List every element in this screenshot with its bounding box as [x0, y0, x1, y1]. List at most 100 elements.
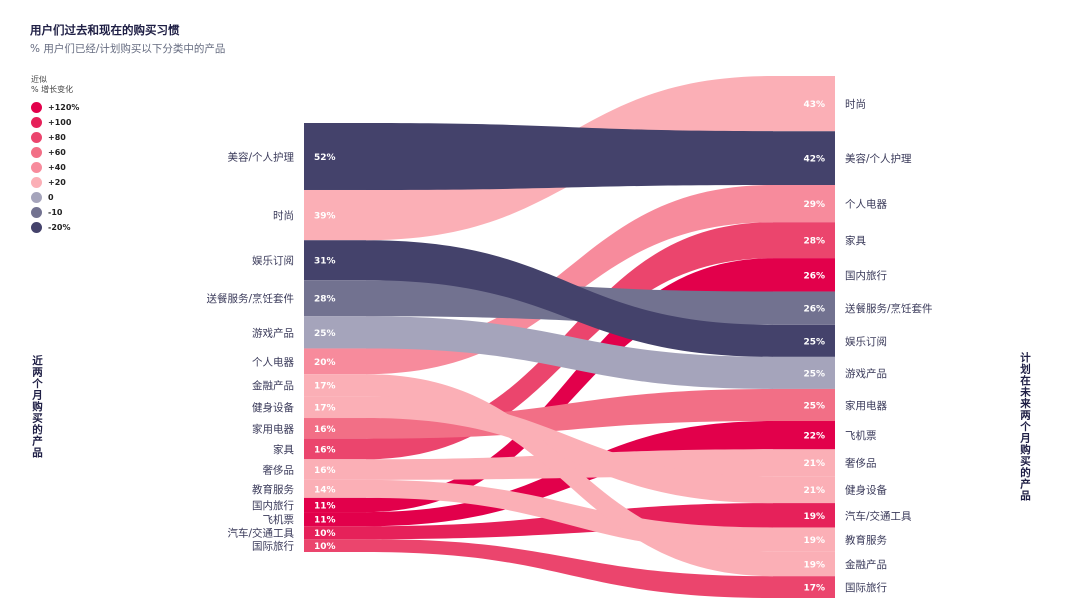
right-value-label: 19%	[803, 561, 825, 571]
legend-swatch	[31, 147, 42, 158]
right-axis-label: 计划在未来两个月购买的产品	[1019, 352, 1031, 502]
right-category-label: 送餐服务/烹饪套件	[845, 302, 933, 315]
legend-item: -10	[31, 205, 79, 220]
left-value-label: 28%	[314, 295, 336, 305]
left-category-label: 国内旅行	[252, 499, 294, 512]
right-value-label: 26%	[803, 305, 825, 315]
legend-label: 0	[48, 193, 54, 202]
left-category-label: 家用电器	[252, 422, 294, 435]
flow-band	[366, 396, 773, 504]
legend-swatch	[31, 117, 42, 128]
right-category-label: 娱乐订阅	[845, 335, 887, 348]
left-category-label: 飞机票	[263, 513, 295, 526]
left-value-label: 25%	[314, 329, 336, 339]
left-value-label: 31%	[314, 257, 336, 267]
right-category-label: 游戏产品	[845, 367, 887, 380]
right-node	[773, 576, 835, 598]
right-category-label: 美容/个人护理	[845, 152, 912, 165]
left-node	[304, 123, 366, 190]
legend-label: +20	[48, 178, 66, 187]
left-value-label: 11%	[314, 501, 336, 511]
left-category-label: 游戏产品	[252, 326, 294, 339]
left-value-label: 20%	[314, 358, 336, 368]
flow-band	[366, 258, 773, 513]
left-category-label: 家具	[273, 443, 294, 456]
left-category-label: 国际旅行	[252, 540, 294, 553]
legend-swatch	[31, 207, 42, 218]
right-value-label: 19%	[803, 536, 825, 546]
right-category-label: 家用电器	[845, 399, 887, 412]
flow-band	[366, 240, 773, 357]
legend-label: -20%	[48, 223, 71, 232]
left-value-label: 39%	[314, 212, 336, 222]
legend-label: +120%	[48, 103, 80, 112]
legend-item: 0	[31, 190, 79, 205]
right-category-label: 健身设备	[845, 484, 887, 497]
right-category-label: 教育服务	[845, 534, 887, 547]
flow-bands	[366, 76, 773, 598]
flow-band	[366, 316, 773, 389]
left-node	[304, 240, 366, 281]
chart-title: 用户们过去和现在的购买习惯	[30, 23, 180, 37]
right-value-label: 19%	[803, 512, 825, 522]
left-node	[304, 316, 366, 349]
left-node	[304, 348, 366, 375]
left-category-label: 时尚	[273, 209, 294, 222]
right-category-label: 国内旅行	[845, 269, 887, 282]
right-value-label: 17%	[803, 584, 825, 594]
legend-swatch	[31, 132, 42, 143]
right-node	[773, 258, 835, 292]
left-node	[304, 189, 366, 241]
right-node	[773, 503, 835, 528]
right-node	[773, 527, 835, 552]
left-node	[304, 479, 366, 498]
legend-item: +80	[31, 130, 79, 145]
right-value-label: 28%	[803, 237, 825, 247]
right-node	[773, 131, 835, 186]
legend-swatch	[31, 102, 42, 113]
left-value-label: 16%	[314, 466, 336, 476]
right-node	[773, 324, 835, 357]
left-node	[304, 438, 366, 460]
right-value-label: 21%	[803, 486, 825, 496]
legend-item: +100	[31, 115, 79, 130]
legend-item: +40	[31, 160, 79, 175]
right-node	[773, 76, 835, 132]
right-node	[773, 356, 835, 389]
right-category-label: 汽车/交通工具	[845, 509, 912, 522]
legend-swatch	[31, 222, 42, 233]
left-value-label: 10%	[314, 529, 336, 539]
left-value-label: 14%	[314, 485, 336, 495]
left-node	[304, 526, 366, 540]
legend-swatch	[31, 177, 42, 188]
left-category-label: 个人电器	[252, 355, 294, 368]
right-value-label: 25%	[803, 337, 825, 347]
right-value-label: 25%	[803, 369, 825, 379]
left-node	[304, 512, 366, 527]
left-value-label: 52%	[314, 153, 336, 163]
nodes	[304, 76, 835, 598]
left-node	[304, 459, 366, 480]
legend-label: +100	[48, 118, 72, 127]
legend-item: +60	[31, 145, 79, 160]
legend-swatch	[31, 192, 42, 203]
right-category-label: 个人电器	[845, 198, 887, 211]
left-value-label: 11%	[314, 516, 336, 526]
right-value-label: 43%	[803, 100, 825, 110]
right-value-label: 29%	[803, 200, 825, 210]
right-category-label: 家具	[845, 234, 866, 247]
right-node	[773, 449, 835, 477]
left-category-label: 娱乐订阅	[252, 254, 294, 267]
left-value-label: 16%	[314, 445, 336, 455]
right-node	[773, 476, 835, 504]
legend-items: +120% +100 +80 +60 +40 +20 0 -10 -20%	[31, 100, 79, 235]
legend-item: -20%	[31, 220, 79, 235]
left-category-label: 送餐服务/烹饪套件	[206, 292, 294, 305]
right-node	[773, 551, 835, 577]
left-value-label: 17%	[314, 382, 336, 392]
left-value-label: 10%	[314, 542, 336, 552]
left-value-label: 16%	[314, 425, 336, 435]
left-axis-label: 近两个月购买的产品	[31, 355, 43, 459]
